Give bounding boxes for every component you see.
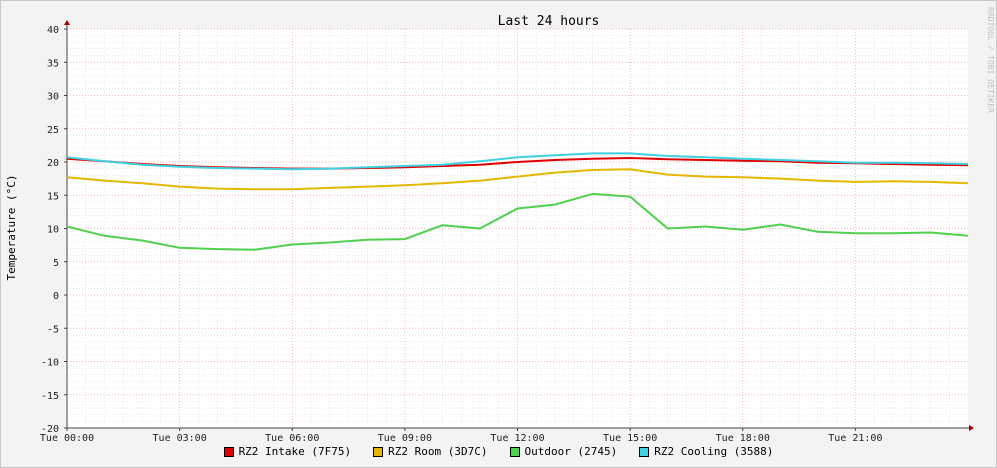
- legend-label-rz2-intake: RZ2 Intake (7F75): [238, 445, 352, 458]
- chart-title: Last 24 hours: [498, 14, 600, 29]
- series-line-rz2-room-3d7c: [66, 168, 969, 191]
- x-tick-label: Tue 03:00: [153, 433, 207, 444]
- legend-label-outdoor: Outdoor (2745): [524, 445, 618, 458]
- legend-label-rz2-cooling: RZ2 Cooling (3588): [654, 445, 774, 458]
- x-tick-label: Tue 06:00: [265, 433, 319, 444]
- legend-swatch-rz2-room: [373, 446, 384, 457]
- legend-swatch-rz2-intake: [223, 446, 234, 457]
- series-line-outdoor-2745: [66, 192, 969, 251]
- series-line-rz2-cooling-3588: [66, 152, 969, 171]
- y-tick-label: 0: [53, 291, 59, 302]
- legend-swatch-outdoor: [509, 446, 520, 457]
- x-tick-label: Tue 15:00: [603, 433, 657, 444]
- y-tick-label: -15: [41, 391, 59, 402]
- y-tick-label: 10: [47, 225, 59, 236]
- y-tick-label: 15: [47, 191, 59, 202]
- x-tick-label: Tue 21:00: [828, 433, 882, 444]
- y-tick-label: 35: [47, 58, 59, 69]
- legend-swatch-rz2-cooling: [639, 446, 650, 457]
- legend-item-rz2-intake: RZ2 Intake (7F75): [223, 445, 352, 458]
- legend-label-rz2-room: RZ2 Room (3D7C): [388, 445, 488, 458]
- y-tick-label: 40: [47, 25, 59, 36]
- y-tick-label: 5: [53, 258, 59, 269]
- legend-item-rz2-room: RZ2 Room (3D7C): [373, 445, 488, 458]
- y-tick-label: -20: [41, 424, 59, 435]
- x-axis-arrow: [969, 425, 974, 431]
- legend-item-outdoor: Outdoor (2745): [509, 445, 618, 458]
- legend: RZ2 Intake (7F75) RZ2 Room (3D7C) Outdoo…: [0, 445, 997, 458]
- y-tick-label: 30: [47, 92, 59, 103]
- rrdtool-watermark: RRDTOOL / TOBI OETIKER: [986, 7, 995, 113]
- y-tick-label: 25: [47, 125, 59, 136]
- y-tick-label: -10: [41, 358, 59, 369]
- y-axis-label: Temperature (°C): [5, 175, 18, 281]
- x-tick-label: Tue 09:00: [378, 433, 432, 444]
- x-tick-label: Tue 18:00: [716, 433, 770, 444]
- y-tick-label: -5: [47, 324, 59, 335]
- legend-item-rz2-cooling: RZ2 Cooling (3588): [639, 445, 773, 458]
- y-axis-arrow: [64, 20, 70, 25]
- x-tick-label: Tue 12:00: [490, 433, 544, 444]
- y-tick-label: 20: [47, 158, 59, 169]
- x-tick-label: Tue 00:00: [40, 433, 94, 444]
